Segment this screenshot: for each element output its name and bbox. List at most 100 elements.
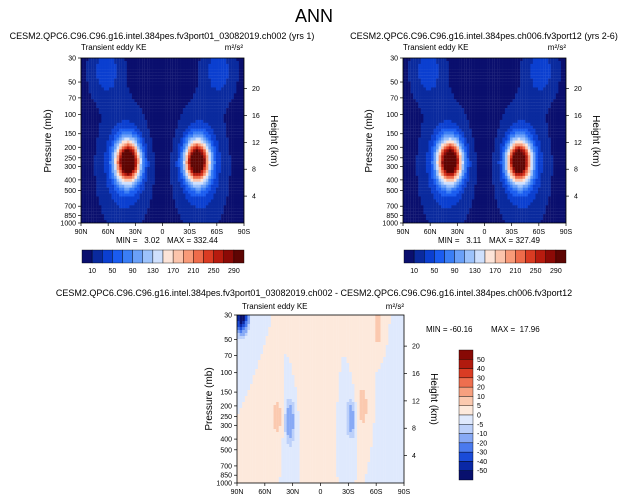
heat-cell [456,58,460,62]
heat-cell [162,113,166,118]
heat-cell [93,143,97,147]
heat-cell [221,96,224,100]
heat-cell [185,169,189,174]
heat-cell [241,152,244,156]
heat-cell [553,75,556,79]
heat-cell [154,199,158,203]
heat-cell [126,75,130,79]
heat-cell [187,72,191,76]
heat-cell [481,58,485,62]
heat-cell [98,211,102,215]
heat-cell [88,187,92,191]
heat-cell [198,214,201,218]
heat-cell [152,220,156,223]
heat-cell [175,78,178,82]
heat-cell [93,205,97,209]
heat-cell [177,146,181,150]
heat-cell [162,214,166,218]
heat-cell [81,178,84,182]
heat-cell [474,75,478,79]
heat-cell [165,105,168,109]
heat-cell [172,202,176,206]
heat-cell [121,78,125,82]
heat-cell [535,84,539,88]
heat-cell [177,72,181,76]
heat-cell [504,108,508,112]
heat-cell [560,111,564,115]
heat-cell [405,66,409,70]
heat-cell [147,102,150,106]
heat-cell [111,72,115,76]
heat-cell [124,202,127,206]
heat-cell [238,178,242,182]
heat-cell [548,96,551,100]
heat-cell [499,96,503,100]
heat-cell [177,131,181,135]
heat-cell [413,96,416,100]
height-tick-label: 16 [252,113,260,120]
heat-cell [126,102,130,106]
heat-cell [208,93,212,97]
heat-cell [233,214,237,218]
heat-cell [144,63,148,67]
heat-cell [149,164,153,168]
heat-cell [238,175,242,179]
heat-cell [142,181,145,185]
heat-cell [410,75,414,79]
heat-cell [504,66,508,70]
heat-cell [238,140,242,144]
heat-cell [443,87,447,91]
heat-cell [238,119,242,123]
heat-cell [509,75,513,79]
heat-cell [96,205,99,209]
heat-cell [213,193,217,197]
heat-cell [157,169,161,174]
heat-cell [175,72,178,76]
heat-cell [428,105,432,109]
heat-cell [116,58,120,62]
heat-cell [180,122,184,126]
heat-cell [226,96,229,100]
heat-cell [159,172,163,177]
heat-cell [203,202,206,206]
heat-cell [137,205,140,209]
heat-cell [111,78,115,82]
heat-cell [114,63,117,67]
heat-cell [154,187,158,191]
heat-cell [111,93,115,97]
heat-cell [147,122,150,126]
heat-cell [215,167,219,171]
heat-cell [170,196,173,200]
heat-cell [443,84,447,88]
heat-cell [88,158,92,162]
heat-cell [91,66,94,70]
heat-cell [517,93,521,97]
heat-cell [543,111,546,115]
heat-cell [142,96,145,100]
heat-cell [180,146,184,150]
heat-cell [165,111,168,115]
heat-cell [149,69,153,73]
heat-cell [233,155,237,159]
heat-cell [106,208,110,212]
heat-cell [129,87,133,91]
heat-cell [238,60,242,65]
heat-cell [111,102,115,106]
heat-cell [484,60,488,65]
heat-cell [512,66,516,70]
heat-cell [185,122,189,126]
heat-cell [180,93,184,97]
heat-cell [134,187,138,191]
heat-cell [175,131,178,135]
heat-cell [96,102,99,106]
heat-cell [93,208,97,212]
heat-cell [221,164,224,168]
heat-cell [101,108,105,112]
heat-cell [236,134,240,138]
heat-cell [134,116,138,121]
heat-cell [228,122,232,126]
heat-cell [476,58,480,62]
heat-cell [86,122,89,126]
heat-cell [535,58,539,62]
heat-cell [418,81,421,85]
